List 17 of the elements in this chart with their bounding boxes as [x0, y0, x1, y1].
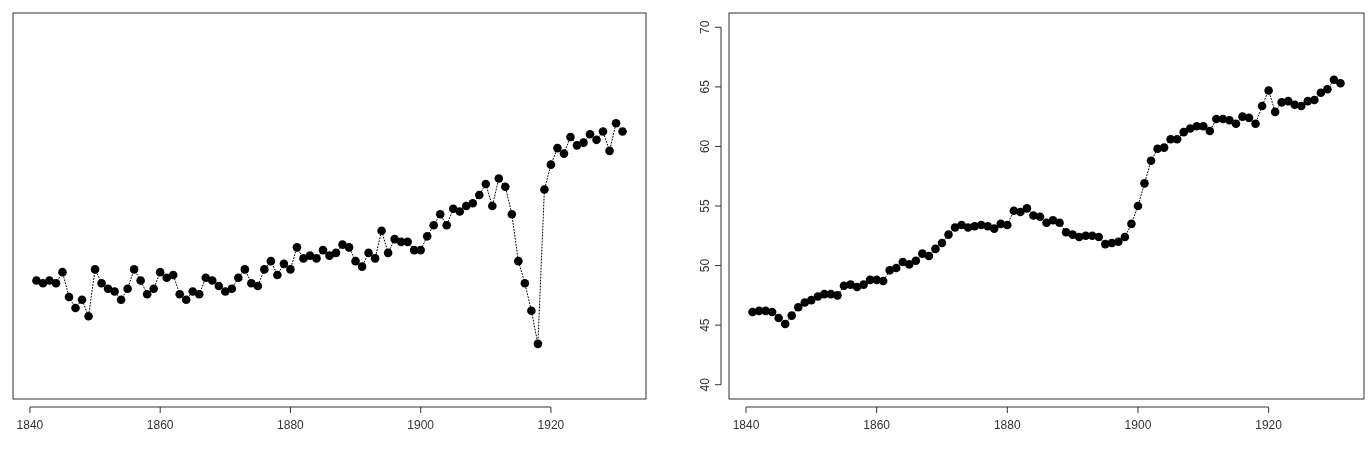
x-tick-label: 1880 [993, 418, 1021, 432]
x-tick-label: 1900 [1124, 418, 1152, 432]
y-tick-label: 50 [698, 258, 712, 273]
x-tick-label: 1860 [146, 418, 174, 432]
x-tick-label: 1840 [16, 418, 44, 432]
x-tick-label: 1840 [732, 418, 760, 432]
x-tick-label: 1880 [277, 418, 305, 432]
y-tick-label: 45 [698, 318, 712, 332]
x-tick-label: 1920 [537, 418, 565, 432]
y-tick-label: 65 [698, 79, 712, 94]
x-tick-label: 1860 [863, 418, 891, 432]
y-tick-label: 40 [698, 377, 712, 392]
y-tick-label: 55 [698, 199, 712, 213]
x-tick-label: 1900 [407, 418, 435, 432]
y-tick-label: 70 [698, 20, 712, 34]
x-tick-label: 1920 [1255, 418, 1283, 432]
y-tick-label: 60 [698, 139, 712, 154]
